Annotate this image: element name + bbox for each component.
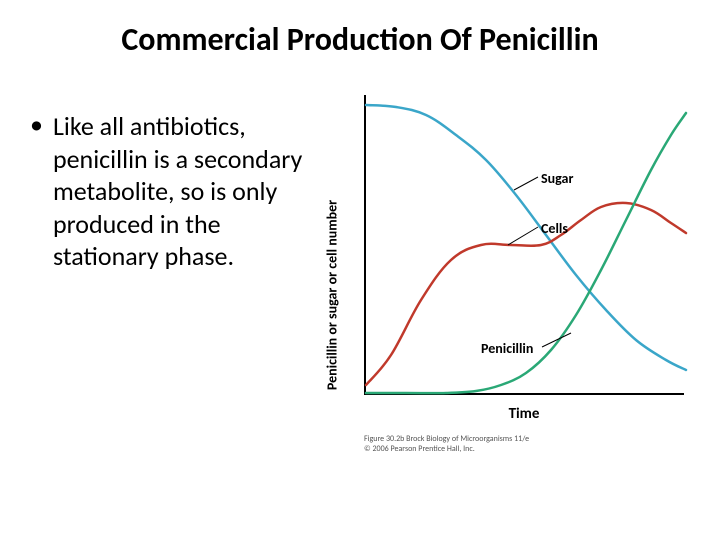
lead-line-cells — [508, 227, 538, 245]
bullet-text: Like all antibiotics, penicillin is a se… — [53, 110, 330, 273]
page-title: Commercial Production Of Penicillin — [0, 20, 720, 59]
series-label-cells: Cells — [541, 220, 568, 237]
bullet-item: • Like all antibiotics, penicillin is a … — [30, 110, 330, 273]
y-axis-label: Penicillin or sugar or cell number — [324, 200, 341, 390]
caption-line-2: © 2006 Pearson Prentice Hall, Inc. — [364, 445, 529, 455]
chart-caption: Figure 30.2b Brock Biology of Microorgan… — [364, 435, 529, 454]
lead-line-sugar — [514, 177, 538, 190]
chart-container: Penicillin or sugar or cell number Sugar… — [340, 95, 700, 495]
chart-plot-area: Sugar Cells Penicillin — [364, 95, 684, 395]
x-axis-label: Time — [364, 405, 684, 423]
bullet-dot-icon: • — [30, 110, 43, 139]
bullet-area: • Like all antibiotics, penicillin is a … — [30, 110, 330, 273]
series-label-penicillin: Penicillin — [481, 340, 533, 357]
series-label-sugar: Sugar — [541, 170, 573, 187]
series-sugar — [366, 105, 686, 370]
series-cells — [366, 203, 686, 385]
